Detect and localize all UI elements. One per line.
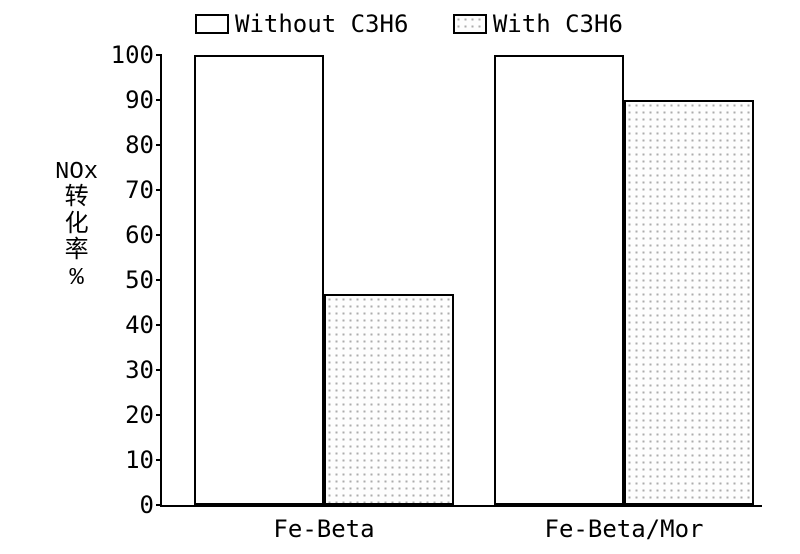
x-category-label: Fe-Beta/Mor [545,505,704,543]
y-axis-label-line: 转 [55,186,98,212]
legend-item-without: Without C3H6 [195,10,408,38]
y-tick-label: 80 [125,131,162,159]
y-tick-label: 100 [111,41,162,69]
legend-label-with: With C3H6 [493,10,623,38]
legend-swatch-plain [195,14,229,34]
chart-container: Without C3H6 With C3H6 NOx转化率% 010203040… [0,0,800,554]
y-axis-label: NOx转化率% [55,160,98,292]
y-axis-label-line: % [55,266,98,292]
y-axis-label-line: 率 [55,239,98,265]
y-tick-label: 90 [125,86,162,114]
legend-swatch-dots [453,14,487,34]
y-tick-label: 20 [125,401,162,429]
y-tick-label: 0 [140,491,162,519]
y-tick-label: 40 [125,311,162,339]
bar [494,55,624,505]
y-tick-label: 10 [125,446,162,474]
y-tick-label: 70 [125,176,162,204]
legend-item-with: With C3H6 [453,10,623,38]
legend: Without C3H6 With C3H6 [195,10,653,40]
plot-area: 0102030405060708090100Fe-BetaFe-Beta/Mor [160,55,762,507]
bar [624,100,754,505]
y-axis-label-line: 化 [55,213,98,239]
y-tick-label: 60 [125,221,162,249]
bar [194,55,324,505]
y-tick-label: 30 [125,356,162,384]
x-category-label: Fe-Beta [273,505,374,543]
y-axis-label-line: NOx [55,160,98,186]
legend-label-without: Without C3H6 [235,10,408,38]
bar [324,294,454,506]
y-tick-label: 50 [125,266,162,294]
